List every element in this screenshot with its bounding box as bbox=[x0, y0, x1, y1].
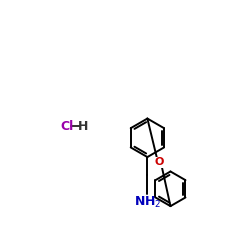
Text: O: O bbox=[154, 157, 164, 167]
Text: Cl: Cl bbox=[60, 120, 73, 133]
Text: H: H bbox=[78, 120, 88, 133]
Text: NH$_2$: NH$_2$ bbox=[134, 194, 161, 210]
